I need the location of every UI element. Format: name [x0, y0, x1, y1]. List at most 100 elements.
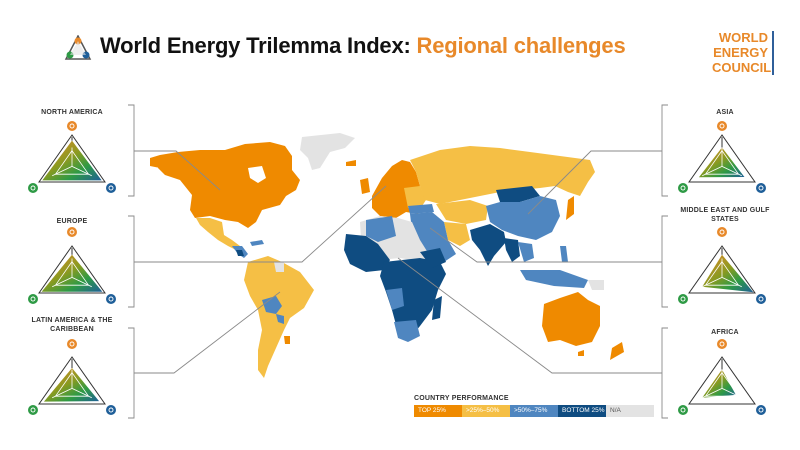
radar-asia [678, 121, 766, 193]
radar-outline [38, 134, 106, 183]
region-north-america: NORTH AMERICA [2, 108, 142, 117]
connector-asia [527, 150, 662, 215]
bracket-north-america [128, 104, 135, 197]
map-caribbean [250, 240, 264, 246]
map-bolivia [262, 296, 282, 314]
region-europe: EUROPE [2, 217, 142, 226]
map-uk [360, 178, 370, 194]
region-africa: AFRICA [655, 328, 795, 337]
map-ethiopia [420, 248, 446, 268]
radar-grid [704, 260, 740, 286]
map-greenland [300, 133, 355, 170]
legend-25-50: >25%–50% [462, 405, 510, 417]
map-central-asia [436, 200, 488, 224]
legend-na: N/A [606, 405, 654, 417]
map-iran [444, 222, 470, 246]
energy-equity-icon [756, 294, 766, 304]
region-label: LATIN AMERICA & THE CARIBBEAN [31, 317, 113, 333]
map-central-america-2 [236, 250, 244, 256]
map-central-africa [380, 258, 446, 338]
radar-grid [54, 260, 90, 286]
trilemma-triangle-icon [64, 35, 92, 60]
connector-middle-east [429, 227, 662, 263]
map-china [486, 196, 560, 240]
map-paraguay [276, 314, 284, 324]
radar-middle-east [678, 227, 766, 304]
energy-equity-icon [106, 294, 116, 304]
region-latin-america: LATIN AMERICA & THE CARIBBEAN [20, 316, 124, 334]
map-west-africa [344, 234, 390, 272]
environmental-sustainability-icon [28, 405, 38, 415]
environmental-sustainability-icon [28, 183, 38, 193]
map-mexico [196, 218, 240, 250]
region-label: EUROPE [56, 218, 88, 225]
map-southeast-asia [504, 238, 520, 262]
country-performance-legend: COUNTRY PERFORMANCE TOP 25% >25%–50% >50… [414, 395, 654, 417]
map-alaska [150, 155, 172, 175]
world-map [150, 133, 624, 378]
region-middle-east: MIDDLE EAST AND GULF STATES [680, 206, 770, 224]
connector-africa [397, 257, 662, 374]
map-new-zealand [610, 342, 624, 360]
bracket-middle-east [661, 215, 668, 308]
world-energy-council-logo: WORLD ENERGY COUNCIL [712, 30, 772, 75]
legend-scale: TOP 25% >25%–50% >50%–75% BOTTOM 25% N/A [414, 405, 654, 417]
map-south-africa [394, 320, 420, 342]
brand-line-1: WORLD [718, 30, 768, 45]
map-angola [386, 288, 404, 310]
radar-europe [28, 227, 116, 304]
legend-bottom-25: BOTTOM 25% [558, 405, 606, 417]
map-png [588, 280, 604, 290]
environmental-sustainability-icon [678, 183, 688, 193]
energy-security-icon [717, 339, 727, 349]
legend-50-75: >50%–75% [510, 405, 558, 417]
map-mongolia [496, 186, 540, 202]
map-north-america [158, 142, 300, 228]
bracket-europe [128, 215, 135, 308]
energy-security-icon [67, 339, 77, 349]
map-algeria [366, 216, 396, 242]
energy-security-icon [67, 227, 77, 237]
legend-top-25: TOP 25% [414, 405, 462, 417]
radar-charts [28, 121, 766, 415]
bracket-latin-america [128, 327, 135, 419]
environmental-sustainability-icon [678, 294, 688, 304]
environmental-sustainability-icon [28, 294, 38, 304]
connector-lines [128, 104, 668, 419]
radar-grid [54, 149, 90, 175]
energy-equity-icon [106, 405, 116, 415]
radar-latin-america [28, 339, 116, 415]
radar-outline [38, 356, 106, 405]
map-india [470, 224, 506, 266]
region-label: AFRICA [711, 329, 739, 336]
radar-outline [688, 134, 756, 183]
map-turkey [408, 204, 434, 214]
energy-security-icon [67, 121, 77, 131]
brand-line-3: COUNCIL [712, 60, 772, 75]
title-accent: Regional challenges [416, 33, 626, 58]
connector-europe [134, 185, 387, 263]
energy-equity-icon [756, 183, 766, 193]
radar-north-america [28, 121, 116, 193]
bracket-africa [661, 327, 668, 419]
region-label: ASIA [716, 109, 734, 116]
energy-security-icon [717, 227, 727, 237]
brand-divider [772, 31, 774, 75]
map-australia [542, 292, 600, 346]
legend-title: COUNTRY PERFORMANCE [414, 395, 509, 402]
page-title: World Energy Trilemma Index: Regional ch… [100, 33, 626, 59]
connector-latin-america [134, 291, 281, 374]
map-russia [410, 146, 595, 204]
map-tasmania [578, 350, 584, 356]
map-se-asia-2 [518, 242, 534, 262]
map-guianas [274, 262, 284, 272]
brand-line-2: ENERGY [713, 45, 768, 60]
map-uruguay [284, 336, 290, 344]
map-japan [566, 196, 574, 220]
radar-grid [704, 371, 740, 397]
radar-outline [38, 245, 106, 294]
radar-grid [704, 149, 740, 175]
radar-area [702, 254, 754, 293]
header: World Energy Trilemma Index: Regional ch… [0, 0, 800, 90]
